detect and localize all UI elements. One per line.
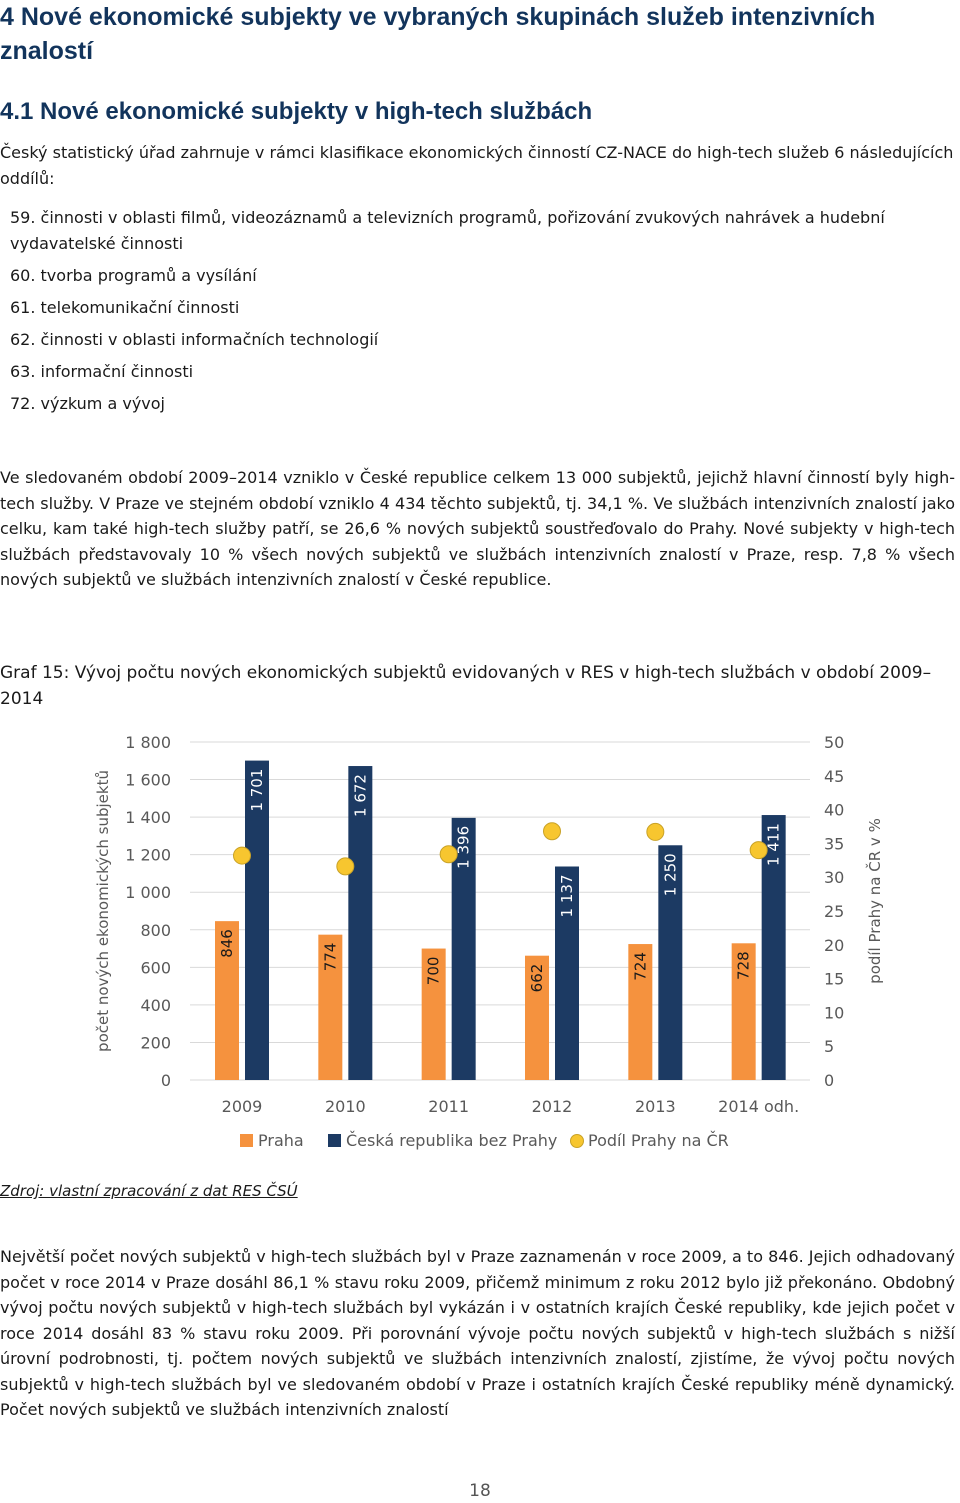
y2-tick-label: 35 (824, 834, 844, 853)
y2-tick-label: 45 (824, 767, 844, 786)
y2-tick-label: 25 (824, 902, 844, 921)
data-label-cr: 1 672 (351, 774, 369, 817)
y2-tick-label: 5 (824, 1037, 834, 1056)
data-label-cr: 1 411 (765, 823, 783, 866)
y-tick-label: 800 (140, 921, 171, 940)
list-item: 63. informační činnosti (10, 361, 194, 381)
nace-section-list: 59. činnosti v oblasti filmů, videozázna… (10, 205, 955, 423)
list-item: 72. výzkum a vývoj (10, 393, 165, 413)
data-label-cr: 1 250 (661, 853, 679, 896)
legend-swatch-cr (328, 1134, 341, 1147)
legend-label-praha: Praha (258, 1131, 304, 1150)
bar-cr (451, 817, 476, 1080)
y2-tick-label: 50 (824, 733, 844, 752)
legend-label-cr: Česká republika bez Prahy (346, 1131, 557, 1150)
y2-tick-label: 0 (824, 1071, 834, 1090)
subsection-heading: 4.1 Nové ekonomické subjekty v high-tech… (0, 98, 593, 125)
legend-swatch-share (570, 1134, 584, 1148)
x-tick-label: 2010 (325, 1097, 366, 1116)
y-tick-label: 1 200 (125, 846, 171, 865)
y2-tick-label: 10 (824, 1003, 844, 1022)
y-tick-label: 600 (140, 958, 171, 977)
y2-tick-label: 20 (824, 936, 844, 955)
y-tick-label: 1 800 (125, 733, 171, 752)
data-label-praha: 774 (321, 943, 339, 972)
list-item: 62. činnosti v oblasti informačních tech… (10, 329, 379, 349)
data-label-cr: 1 396 (455, 826, 473, 869)
list-item: 59. činnosti v oblasti filmů, videozázna… (10, 208, 885, 253)
bar-cr (348, 766, 373, 1080)
bar-praha (525, 955, 549, 1080)
data-label-praha: 728 (735, 951, 753, 980)
bar-cr (761, 815, 786, 1080)
y-tick-label: 0 (161, 1071, 171, 1090)
x-tick-label: 2012 (532, 1097, 573, 1116)
legend-swatch-praha (240, 1134, 253, 1147)
legend-label-share: Podíl Prahy na ČR (588, 1131, 729, 1150)
share-marker (233, 846, 251, 865)
page-number: 18 (469, 1481, 491, 1501)
y-tick-label: 1 000 (125, 883, 171, 902)
bar-praha (731, 943, 756, 1080)
y2-tick-label: 40 (824, 801, 844, 820)
bar-cr (658, 845, 683, 1080)
data-label-praha: 724 (631, 952, 649, 981)
data-label-praha: 700 (425, 957, 443, 986)
bar-praha (215, 921, 239, 1080)
x-tick-label: 2014 odh. (718, 1097, 799, 1116)
data-label-praha: 846 (218, 929, 236, 958)
source-note: Zdroj: vlastní zpracování z dat RES ČSÚ (0, 1182, 298, 1200)
intro-paragraph: Český statistický úřad zahrnuje v rámci … (0, 143, 954, 188)
y2-tick-label: 30 (824, 868, 844, 887)
body-paragraph-2: Největší počet nových subjektů v high-te… (0, 1247, 955, 1419)
list-item: 60. tvorba programů a vysílání (10, 265, 257, 285)
chart-caption: Graf 15: Vývoj počtu nových ekonomických… (0, 663, 932, 709)
y-tick-label: 200 (140, 1033, 171, 1052)
x-tick-label: 2009 (222, 1097, 263, 1116)
y-tick-label: 1 400 (125, 808, 171, 827)
bar-praha (421, 948, 446, 1080)
share-marker (749, 841, 768, 860)
data-label-praha: 662 (528, 964, 546, 993)
x-tick-label: 2011 (428, 1097, 469, 1116)
x-tick-label: 2013 (635, 1097, 676, 1116)
y-tick-label: 1 600 (125, 771, 171, 790)
body-paragraph-1: Ve sledovaném období 2009–2014 vzniklo v… (0, 468, 955, 589)
share-marker (336, 857, 355, 876)
data-label-cr: 1 137 (558, 874, 576, 917)
bar-praha (318, 934, 343, 1080)
bar-praha (628, 944, 653, 1080)
share-marker (543, 822, 561, 841)
section-heading: 4 Nové ekonomické subjekty ve vybraných … (0, 3, 876, 65)
y-axis-title: počet nových ekonomických subjektů (94, 770, 112, 1052)
share-marker (646, 822, 665, 841)
data-label-cr: 1 701 (248, 769, 266, 812)
list-item: 61. telekomunikační činnosti (10, 297, 240, 317)
y-tick-label: 400 (140, 996, 171, 1015)
bar-cr (555, 866, 579, 1080)
y2-axis-title: podíl Prahy na ČR v % (865, 818, 884, 984)
bar-chart: 0 200 400 600 800 1 000 1 200 1 400 1 600 1 800 0 5… (94, 733, 884, 1150)
share-marker (439, 845, 458, 864)
y2-tick-label: 15 (824, 970, 844, 989)
bar-cr (245, 760, 269, 1080)
